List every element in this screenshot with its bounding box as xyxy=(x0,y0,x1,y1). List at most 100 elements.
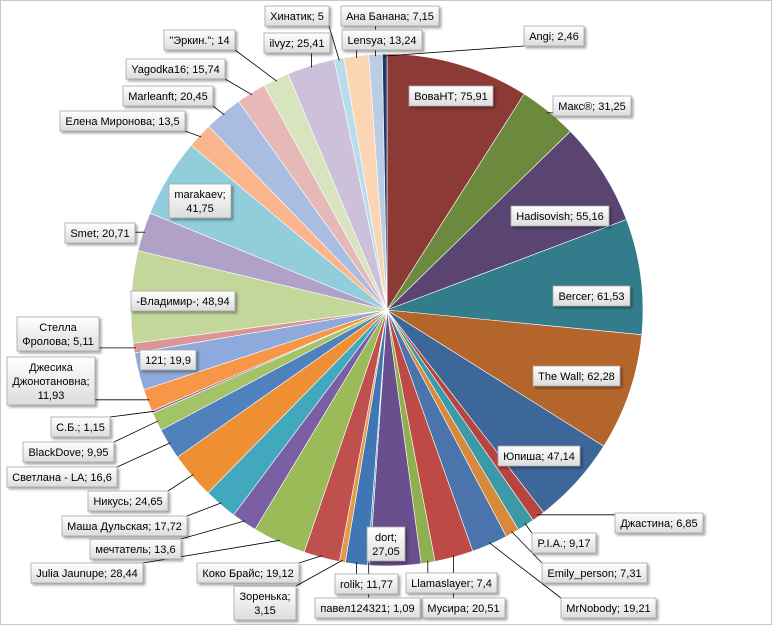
data-label-box xyxy=(64,222,136,244)
data-label-23: С.Б.; 1,15 xyxy=(50,416,111,438)
data-labels: ВоваНТ; 75,91 Макс®; 31,25 Hadisovish; 55,… xyxy=(6,5,704,621)
data-label-9: MrNobody; 19,21 xyxy=(560,597,657,619)
data-label-box xyxy=(405,572,498,594)
data-label-box xyxy=(122,85,214,107)
data-label-text: мечтатель; 13,6 xyxy=(95,544,175,556)
data-label-box xyxy=(532,365,621,387)
data-label-box xyxy=(263,32,331,54)
data-label-text: Никусь; 24,65 xyxy=(93,496,162,508)
data-label-12: dort; 27,05 xyxy=(366,526,406,562)
data-label-box xyxy=(59,110,186,132)
data-label-text: ilvyz; 25,41 xyxy=(269,38,324,50)
leader-line-32 xyxy=(224,78,253,96)
data-label-box xyxy=(233,585,297,621)
data-label-25: 121; 19,9 xyxy=(139,349,197,371)
data-label-10: Мусира; 20,51 xyxy=(421,597,506,619)
data-label-text: Bercer; 61,53 xyxy=(558,291,624,303)
data-label-19: Маша Дульская; 17,72 xyxy=(61,515,188,537)
leader-line-16 xyxy=(298,555,323,564)
data-label-text: Маша Дульская; 17,72 xyxy=(67,521,182,533)
data-label-box xyxy=(30,562,144,584)
data-label-box xyxy=(421,597,506,619)
data-label-text: MrNobody; 19,21 xyxy=(566,603,650,615)
data-label-26: Стелла Фролова; 5,11 xyxy=(16,316,100,352)
data-label-box xyxy=(163,29,236,51)
data-label-box xyxy=(552,95,632,117)
data-label-text: С.Б.; 1,15 xyxy=(56,422,105,434)
data-label-22: BlackDove; 9,95 xyxy=(22,441,115,463)
leader-line-35 xyxy=(328,25,340,61)
data-label-31: Marleanft; 20,45 xyxy=(122,85,214,107)
data-label-box xyxy=(264,5,330,27)
leader-line-21 xyxy=(116,442,171,468)
data-label-32: Yagodka16; 15,74 xyxy=(125,58,226,80)
data-label-text: ВоваНТ; 75,91 xyxy=(414,91,488,103)
data-label-text: 121; 19,9 xyxy=(145,355,191,367)
data-label-text: -Владимир-; 48,94 xyxy=(136,296,229,308)
data-label-box xyxy=(130,290,236,312)
data-label-box xyxy=(552,285,631,307)
data-label-box xyxy=(125,58,226,80)
data-label-7: P.I.A.; 9,17 xyxy=(531,532,597,554)
data-label-text: 41,75 xyxy=(186,203,214,215)
data-label-box xyxy=(334,573,399,595)
data-label-text: Ана Банана; 7,15 xyxy=(346,11,434,23)
data-label-box xyxy=(366,526,406,562)
data-label-text: Зоренька; xyxy=(239,591,290,603)
data-label-text: Мусира; 20,51 xyxy=(427,603,499,615)
data-label-13: павел124321; 1,09 xyxy=(314,597,421,619)
data-label-text: Джесика xyxy=(29,362,74,374)
data-label-box xyxy=(50,416,111,438)
data-label-box xyxy=(314,597,421,619)
data-label-27: -Владимир-; 48,94 xyxy=(130,290,236,312)
data-label-text: павел124321; 1,09 xyxy=(320,603,414,615)
data-label-text: Julia Jaunupe; 28,44 xyxy=(36,568,138,580)
data-label-text: Елена Миронова; 13,5 xyxy=(65,116,179,128)
slice-38 xyxy=(382,53,388,311)
data-label-18: мечтатель; 13,6 xyxy=(89,538,182,560)
data-label-box xyxy=(6,356,96,406)
data-label-text: Smet; 20,71 xyxy=(70,228,129,240)
data-label-text: Emily_person; 7,31 xyxy=(547,568,641,580)
leader-line-22 xyxy=(113,420,159,443)
data-label-box xyxy=(560,597,657,619)
data-label-36: Lensya; 13,24 xyxy=(341,29,423,51)
data-label-box xyxy=(196,562,300,584)
data-label-box xyxy=(340,5,440,27)
data-label-11: Llamaslayer; 7,4 xyxy=(405,572,498,594)
leader-line-19 xyxy=(186,502,222,517)
data-label-box xyxy=(497,445,581,467)
data-label-28: Smet; 20,71 xyxy=(64,222,136,244)
leader-line-23 xyxy=(109,410,155,418)
data-label-text: Стелла xyxy=(39,322,77,334)
data-label-box xyxy=(139,349,197,371)
data-label-text: 11,93 xyxy=(38,390,65,402)
data-label-text: The Wall; 62,28 xyxy=(538,371,615,383)
data-label-text: Фролова; 5,11 xyxy=(22,336,94,348)
leader-line-38 xyxy=(384,45,525,57)
data-label-box xyxy=(6,466,118,488)
data-label-box xyxy=(61,515,188,537)
data-label-30: Елена Миронова; 13,5 xyxy=(59,110,186,132)
data-label-text: Макс®; 31,25 xyxy=(558,101,626,113)
leader-line-8 xyxy=(511,531,543,564)
data-label-29: marakaev; 41,75 xyxy=(168,183,232,219)
leader-line-18 xyxy=(180,520,246,540)
slice-0 xyxy=(386,53,525,312)
data-label-box xyxy=(510,205,610,227)
pie-slices xyxy=(130,53,644,567)
data-label-text: Светлана - LA; 16,6 xyxy=(12,472,112,484)
data-label-text: Llamaslayer; 7,4 xyxy=(411,578,492,590)
data-label-text: Hadisovish; 55,16 xyxy=(516,211,603,223)
data-label-4: The Wall; 62,28 xyxy=(532,365,621,387)
leader-line-20 xyxy=(167,474,194,492)
data-label-16: Коко Брайс; 19,12 xyxy=(196,562,300,584)
data-label-box xyxy=(614,512,704,534)
data-label-24: Джесика Джонотановна; 11,93 xyxy=(6,356,96,406)
leader-line-31 xyxy=(212,105,225,116)
data-label-text: Angi; 2,46 xyxy=(529,31,579,43)
data-label-box xyxy=(22,441,115,463)
data-label-34: ilvyz; 25,41 xyxy=(263,32,331,54)
